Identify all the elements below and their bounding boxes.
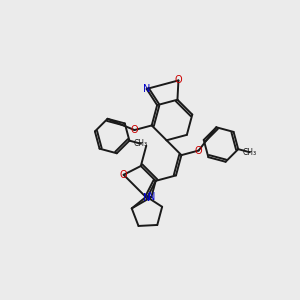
- Text: CH₃: CH₃: [134, 139, 148, 148]
- Text: O: O: [175, 75, 182, 85]
- Text: N: N: [143, 193, 151, 203]
- Text: N: N: [148, 192, 155, 202]
- Text: O: O: [195, 146, 203, 155]
- Text: O: O: [131, 125, 138, 135]
- Text: N: N: [143, 84, 150, 94]
- Text: O: O: [120, 170, 128, 180]
- Text: CH₃: CH₃: [243, 148, 257, 157]
